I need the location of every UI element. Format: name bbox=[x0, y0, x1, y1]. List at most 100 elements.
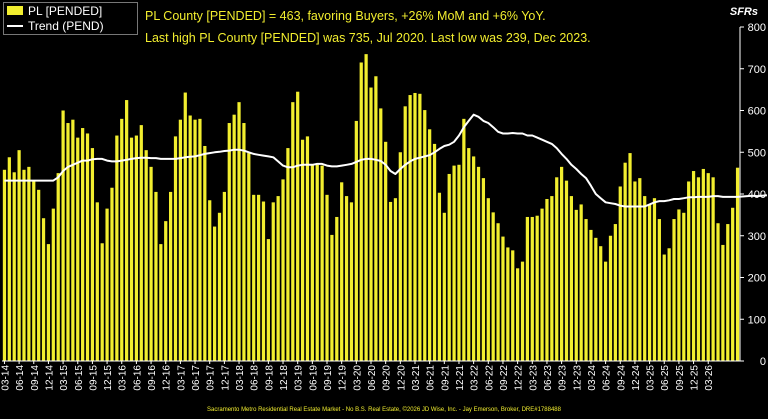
y-tick-label: 500 bbox=[748, 147, 766, 159]
chart-bar bbox=[340, 182, 344, 361]
legend-item-bars: PL [PENDED] bbox=[4, 3, 137, 18]
y-tick-label: 700 bbox=[748, 64, 766, 76]
chart-bar bbox=[652, 198, 657, 361]
chart-bar bbox=[305, 136, 310, 361]
chart-bar bbox=[105, 208, 109, 361]
x-tick-label: 12-20 bbox=[396, 365, 407, 391]
x-tick-label: 09-15 bbox=[88, 365, 99, 391]
chart-bar bbox=[574, 209, 578, 361]
x-tick-label: 06-16 bbox=[132, 365, 143, 391]
chart-bar bbox=[506, 247, 510, 361]
chart-bar bbox=[100, 243, 104, 361]
chart-bar bbox=[535, 215, 539, 361]
chart-bar bbox=[56, 173, 60, 361]
y-tick-label: 800 bbox=[748, 22, 766, 34]
x-tick-label: 03-18 bbox=[235, 365, 246, 391]
chart-bar bbox=[467, 148, 471, 361]
x-tick-label: 12-19 bbox=[338, 365, 349, 391]
footer-credit: Sacramento Metro Residential Real Estate… bbox=[207, 407, 561, 413]
chart-bar bbox=[682, 212, 686, 361]
chart-bar bbox=[525, 216, 530, 361]
chart-bar bbox=[271, 202, 275, 361]
chart-bar bbox=[384, 141, 388, 361]
x-tick-label: 09-14 bbox=[30, 365, 41, 391]
chart-bar bbox=[330, 234, 334, 361]
chart-bar bbox=[530, 216, 534, 361]
chart-bar bbox=[442, 212, 446, 361]
chart-bar bbox=[125, 100, 129, 361]
chart-bar bbox=[164, 221, 168, 361]
chart-bar bbox=[85, 133, 90, 361]
x-tick-label: 09-17 bbox=[206, 365, 217, 391]
chart-bar bbox=[481, 178, 486, 361]
chart-bar bbox=[662, 254, 666, 361]
chart-bar bbox=[129, 137, 134, 361]
legend-swatch-line bbox=[7, 24, 23, 27]
chart-bar bbox=[286, 148, 290, 361]
chart-bar bbox=[584, 219, 588, 361]
chart-bar bbox=[90, 148, 95, 361]
x-tick-label: 06-25 bbox=[660, 365, 671, 391]
chart-bar bbox=[643, 196, 647, 361]
chart-bar bbox=[7, 157, 11, 361]
y-tick-label: 600 bbox=[748, 106, 766, 118]
chart-bar bbox=[81, 128, 85, 361]
chart-bar bbox=[169, 191, 173, 361]
chart-bar bbox=[608, 235, 613, 361]
chart-bar bbox=[511, 250, 515, 361]
chart-bar bbox=[198, 118, 202, 361]
chart-bar bbox=[687, 181, 691, 361]
chart-bar bbox=[550, 196, 554, 361]
chart-bar bbox=[281, 179, 285, 361]
x-tick-label: 03-25 bbox=[646, 365, 657, 391]
chart-bar bbox=[564, 180, 569, 361]
chart-bar bbox=[247, 153, 251, 361]
chart-bar bbox=[37, 189, 41, 361]
x-tick-label: 12-21 bbox=[455, 365, 466, 391]
x-tick-label: 09-16 bbox=[147, 365, 158, 391]
chart-bar bbox=[613, 224, 617, 361]
x-tick-label: 12-24 bbox=[631, 365, 642, 391]
chart-bar bbox=[618, 186, 622, 361]
x-tick-label: 06-21 bbox=[426, 365, 437, 391]
x-tick-label: 06-22 bbox=[484, 365, 495, 391]
chart-bar bbox=[159, 244, 163, 361]
chart-bar bbox=[418, 93, 422, 362]
chart-bar bbox=[261, 201, 266, 361]
chart-bar bbox=[520, 261, 525, 361]
x-tick-label: 09-25 bbox=[675, 365, 686, 391]
chart-bar bbox=[374, 76, 378, 361]
chart-bar bbox=[222, 191, 226, 361]
chart-bar bbox=[115, 135, 119, 361]
chart-bar bbox=[139, 125, 143, 361]
chart-bar bbox=[2, 169, 7, 361]
chart-bar bbox=[559, 166, 564, 361]
chart-bar bbox=[237, 102, 241, 362]
chart-bar bbox=[364, 54, 368, 361]
chart-bar bbox=[691, 171, 696, 361]
chart-bar bbox=[61, 110, 65, 361]
legend-label-trend: Trend (PEND) bbox=[28, 18, 104, 33]
chart-bar bbox=[599, 246, 603, 361]
chart-bar bbox=[647, 204, 652, 361]
chart-bar bbox=[296, 91, 300, 362]
chart-bar bbox=[594, 237, 598, 361]
chart-bar bbox=[413, 92, 417, 361]
chart-bar bbox=[579, 204, 583, 361]
x-tick-label: 03-16 bbox=[118, 365, 129, 391]
y-tick-label: 100 bbox=[748, 314, 766, 326]
legend-swatch-bar bbox=[7, 6, 23, 15]
chart-bar bbox=[569, 196, 573, 361]
y-tick-label: 200 bbox=[748, 273, 766, 285]
chart-bar bbox=[335, 216, 339, 361]
chart-bar bbox=[134, 135, 139, 361]
trend-line bbox=[4, 113, 767, 208]
chart-bar bbox=[315, 164, 319, 361]
chart-bar bbox=[496, 223, 500, 361]
chart-bar bbox=[393, 198, 398, 361]
chart-bar bbox=[76, 137, 80, 361]
x-tick-label: 03-14 bbox=[0, 365, 11, 391]
chart-bar bbox=[32, 180, 36, 361]
chart-bar bbox=[212, 226, 217, 361]
x-tick-label: 03-23 bbox=[528, 365, 539, 391]
